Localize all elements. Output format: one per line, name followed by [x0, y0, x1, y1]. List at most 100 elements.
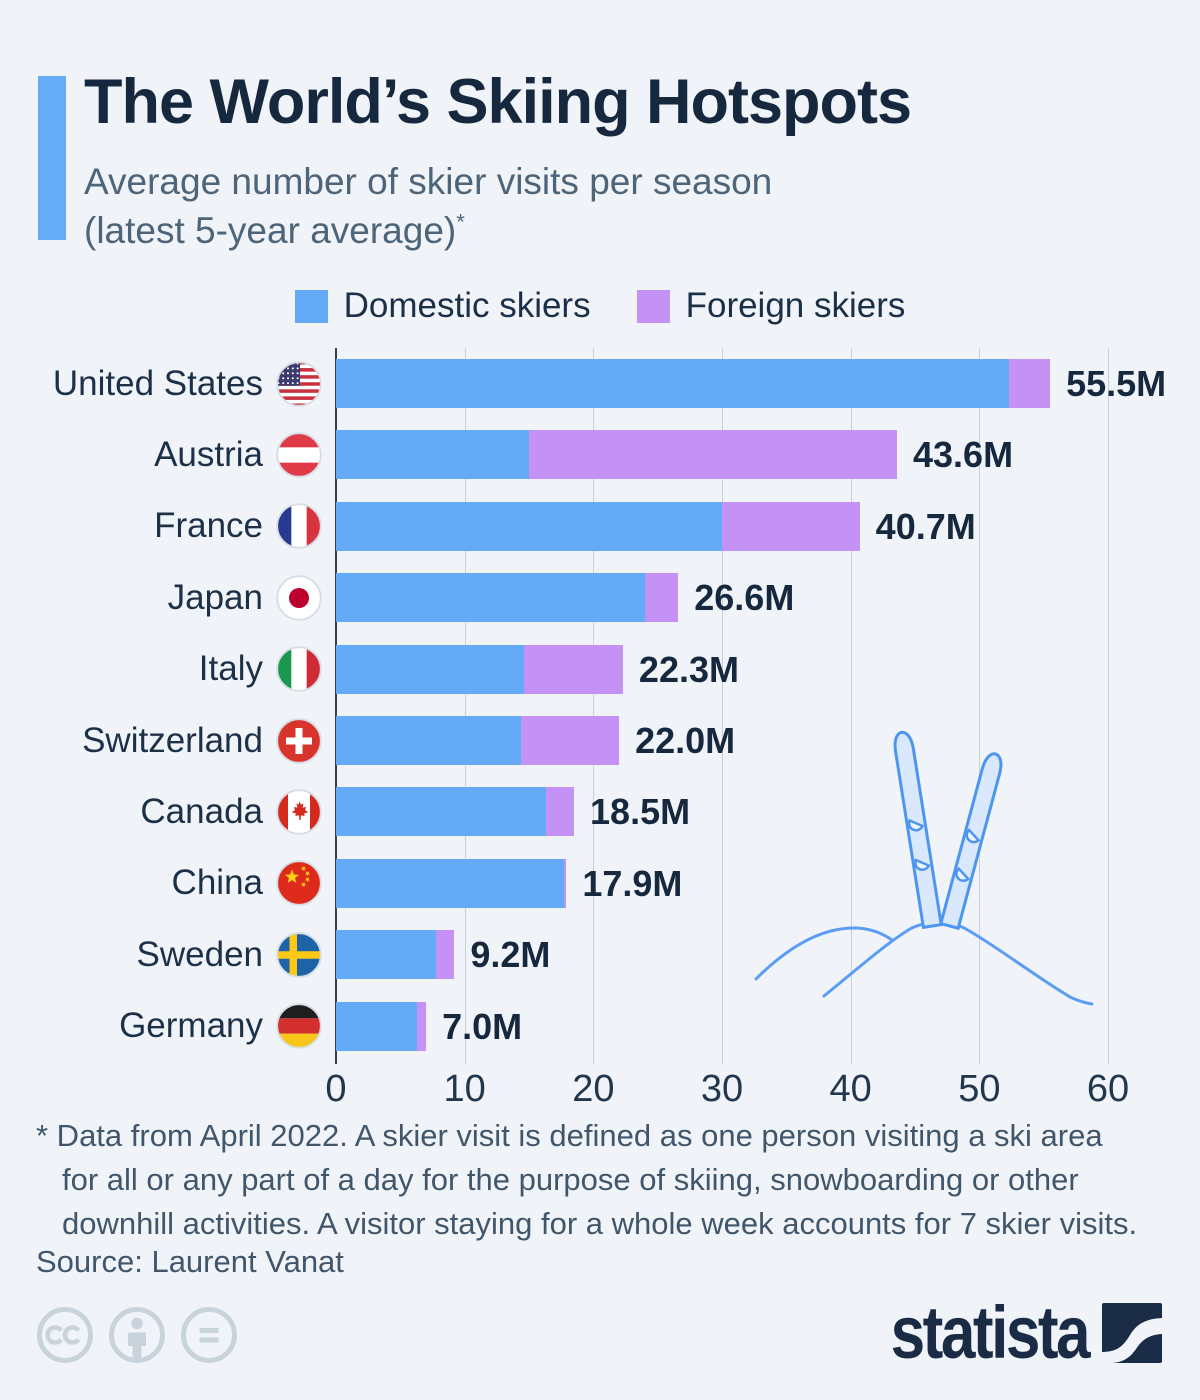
bar-value-label: 9.2M — [470, 934, 551, 976]
gridline — [593, 348, 595, 1064]
ch-flag-icon — [276, 717, 322, 764]
legend-item-domestic: Domestic skiers — [294, 286, 591, 326]
stacked-bar — [336, 573, 679, 623]
chart-row-jp: Japan 26.6M — [0, 573, 1200, 623]
domestic-segment — [336, 858, 564, 908]
domestic-swatch-icon — [294, 289, 328, 323]
statista-wordmark[interactable]: statista — [890, 1291, 1091, 1374]
chart-subtitle: Average number of skier visits per seaso… — [84, 158, 772, 256]
chart-row-ca: Canada 18.5M — [0, 787, 1200, 837]
cc-license-row[interactable] — [34, 1304, 240, 1366]
country-label: United States — [52, 363, 263, 403]
row-header: Canada — [0, 787, 322, 836]
domestic-segment — [336, 573, 645, 623]
bar-value-label: 55.5M — [1066, 363, 1167, 404]
source-line: Source: Laurent Vanat — [36, 1244, 344, 1279]
bar-value-label: 18.5M — [590, 791, 691, 833]
subtitle-line-2: (latest 5-year average) — [84, 209, 457, 251]
row-header: Austria — [0, 430, 322, 479]
stacked-bar — [336, 501, 860, 551]
ski-illustration — [754, 730, 1094, 1006]
de-flag-icon — [276, 1003, 322, 1049]
footnote-marker: * — [456, 209, 465, 235]
domestic-segment — [336, 787, 546, 837]
chart-row-it: Italy 22.3M — [0, 644, 1200, 694]
x-axis-tick-label: 10 — [443, 1068, 486, 1110]
foreign-segment — [417, 1001, 427, 1051]
row-header: France — [0, 502, 322, 551]
chart-row-cn: China 17.9M — [0, 858, 1200, 908]
attribution-icon[interactable] — [106, 1304, 168, 1366]
domestic-segment — [336, 359, 1009, 408]
stacked-bar — [336, 930, 455, 980]
bar-value-label: 43.6M — [913, 434, 1014, 476]
row-header: Japan — [0, 573, 322, 622]
legend-item-foreign: Foreign skiers — [636, 286, 905, 326]
chart-row-de: Germany 7.0M — [0, 1001, 1200, 1051]
gridline — [979, 348, 981, 1064]
axis-line — [335, 348, 337, 1064]
no-derivatives-icon[interactable] — [178, 1304, 240, 1366]
chart-row-ch: Switzerland 22.0M — [0, 716, 1200, 765]
country-label: France — [154, 506, 263, 546]
domestic-segment — [336, 644, 524, 694]
foreign-swatch-icon — [636, 289, 670, 323]
country-label: Sweden — [136, 934, 263, 974]
foreign-segment — [644, 573, 679, 623]
stacked-bar — [336, 430, 897, 480]
foreign-segment — [529, 430, 897, 480]
x-axis-tick-label: 0 — [325, 1068, 347, 1110]
statista-logo-icon[interactable] — [1102, 1303, 1162, 1363]
row-header: United States — [0, 359, 322, 408]
fr-flag-icon — [276, 503, 322, 549]
footnote-line-1: * Data from April 2022. A skier visit is… — [36, 1118, 1103, 1153]
country-label: Canada — [140, 791, 263, 831]
cc-license-icon[interactable] — [34, 1304, 96, 1366]
cn-flag-icon — [276, 860, 322, 906]
stacked-bar — [336, 644, 623, 694]
foreign-segment — [436, 930, 455, 980]
stacked-bar — [336, 716, 620, 765]
bar-value-label: 17.9M — [582, 862, 683, 904]
foreign-segment — [563, 858, 567, 908]
x-axis-tick-label: 20 — [572, 1068, 615, 1110]
at-flag-icon — [276, 432, 322, 478]
bar-value-label: 7.0M — [442, 1005, 523, 1047]
bar-value-label: 22.3M — [638, 648, 739, 690]
country-label: Austria — [154, 434, 263, 474]
x-axis-tick-label: 30 — [700, 1068, 744, 1110]
bar-value-label: 40.7M — [875, 505, 976, 547]
foreign-segment — [545, 787, 575, 837]
domestic-segment — [336, 716, 522, 765]
title-accent-bar — [38, 76, 66, 240]
stacked-bar — [336, 1001, 427, 1051]
x-axis-tick-label: 60 — [1086, 1068, 1130, 1110]
row-header: Sweden — [0, 930, 322, 979]
country-label: Italy — [198, 649, 263, 689]
stacked-bar — [336, 787, 575, 837]
page-title: The World’s Skiing Hotspots — [84, 67, 912, 137]
gridline — [1108, 348, 1110, 1064]
gridline — [722, 348, 723, 1064]
country-label: China — [171, 863, 263, 903]
bar-value-label: 26.6M — [694, 577, 795, 619]
chart-row-se: Sweden 9.2M — [0, 930, 1200, 980]
bar-value-label: 22.0M — [635, 720, 736, 761]
foreign-segment — [521, 716, 620, 765]
us-flag-icon — [276, 360, 322, 407]
gridline — [464, 348, 466, 1064]
country-label: Japan — [167, 577, 263, 617]
chart-legend: Domestic skiers Foreign skiers — [0, 286, 1200, 326]
row-header: Italy — [0, 645, 322, 694]
legend-label-domestic: Domestic skiers — [343, 286, 591, 325]
se-flag-icon — [276, 931, 322, 978]
chart-row-at: Austria 43.6M — [0, 430, 1200, 480]
domestic-segment — [336, 430, 529, 480]
stacked-bar — [336, 858, 567, 908]
row-header: China — [0, 859, 322, 908]
statista-branding[interactable]: statista — [853, 1296, 1162, 1370]
domestic-segment — [336, 930, 437, 980]
x-axis-tick-label: 50 — [958, 1068, 1001, 1110]
footnote-line-3: downhill activities. A visitor staying f… — [62, 1206, 1138, 1241]
snow-mound-lines — [754, 921, 1094, 1006]
